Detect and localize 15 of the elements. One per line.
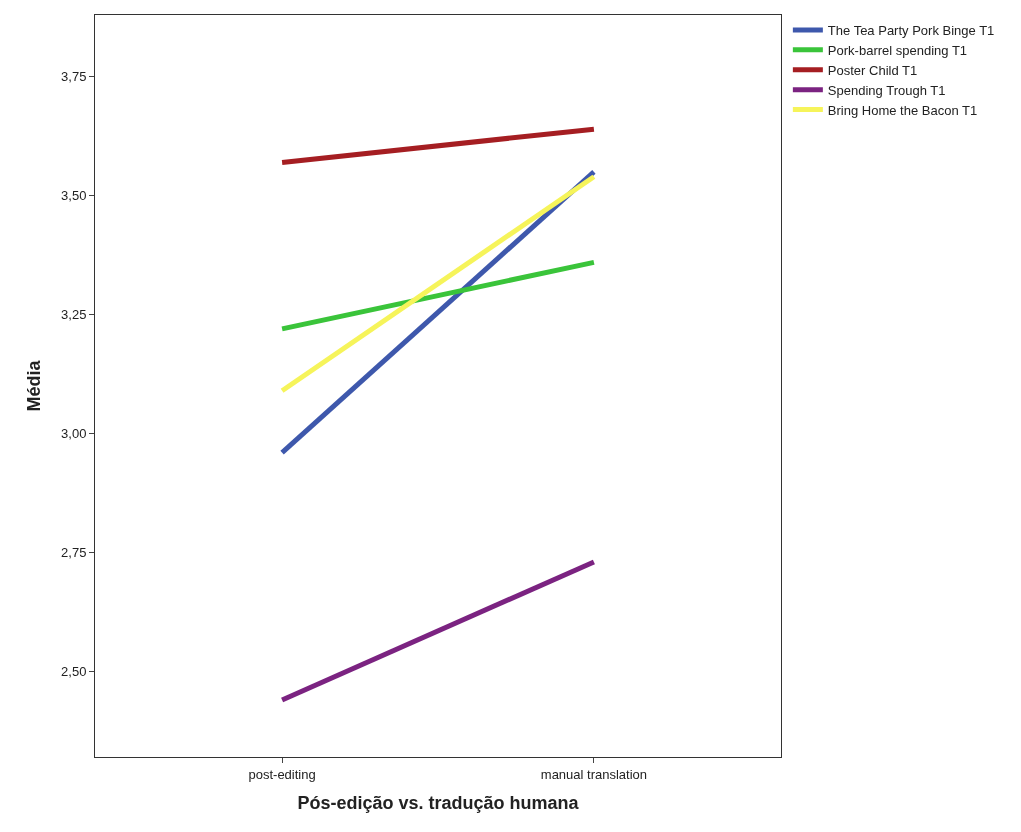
x-tick-label: manual translation bbox=[540, 766, 648, 782]
y-tick-label: 2,50 bbox=[61, 663, 87, 679]
y-tick-label: 3,25 bbox=[61, 307, 87, 323]
legend-label: Pork-barrel spending T1 bbox=[827, 42, 968, 58]
x-tick-label: post-editing bbox=[248, 766, 316, 782]
legend-label: Bring Home the Bacon T1 bbox=[827, 102, 978, 118]
x-axis-title: Pós-edição vs. tradução humana bbox=[297, 792, 580, 813]
y-tick-label: 3,00 bbox=[61, 426, 87, 442]
legend-label: Spending Trough T1 bbox=[827, 82, 946, 98]
y-tick-label: 2,75 bbox=[61, 545, 87, 561]
legend-label: The Tea Party Pork Binge T1 bbox=[827, 23, 995, 39]
y-tick-label: 3,50 bbox=[61, 188, 87, 204]
y-tick-label: 3,75 bbox=[61, 69, 87, 85]
legend-label: Poster Child T1 bbox=[827, 62, 918, 78]
y-axis-title: Média bbox=[24, 359, 45, 412]
